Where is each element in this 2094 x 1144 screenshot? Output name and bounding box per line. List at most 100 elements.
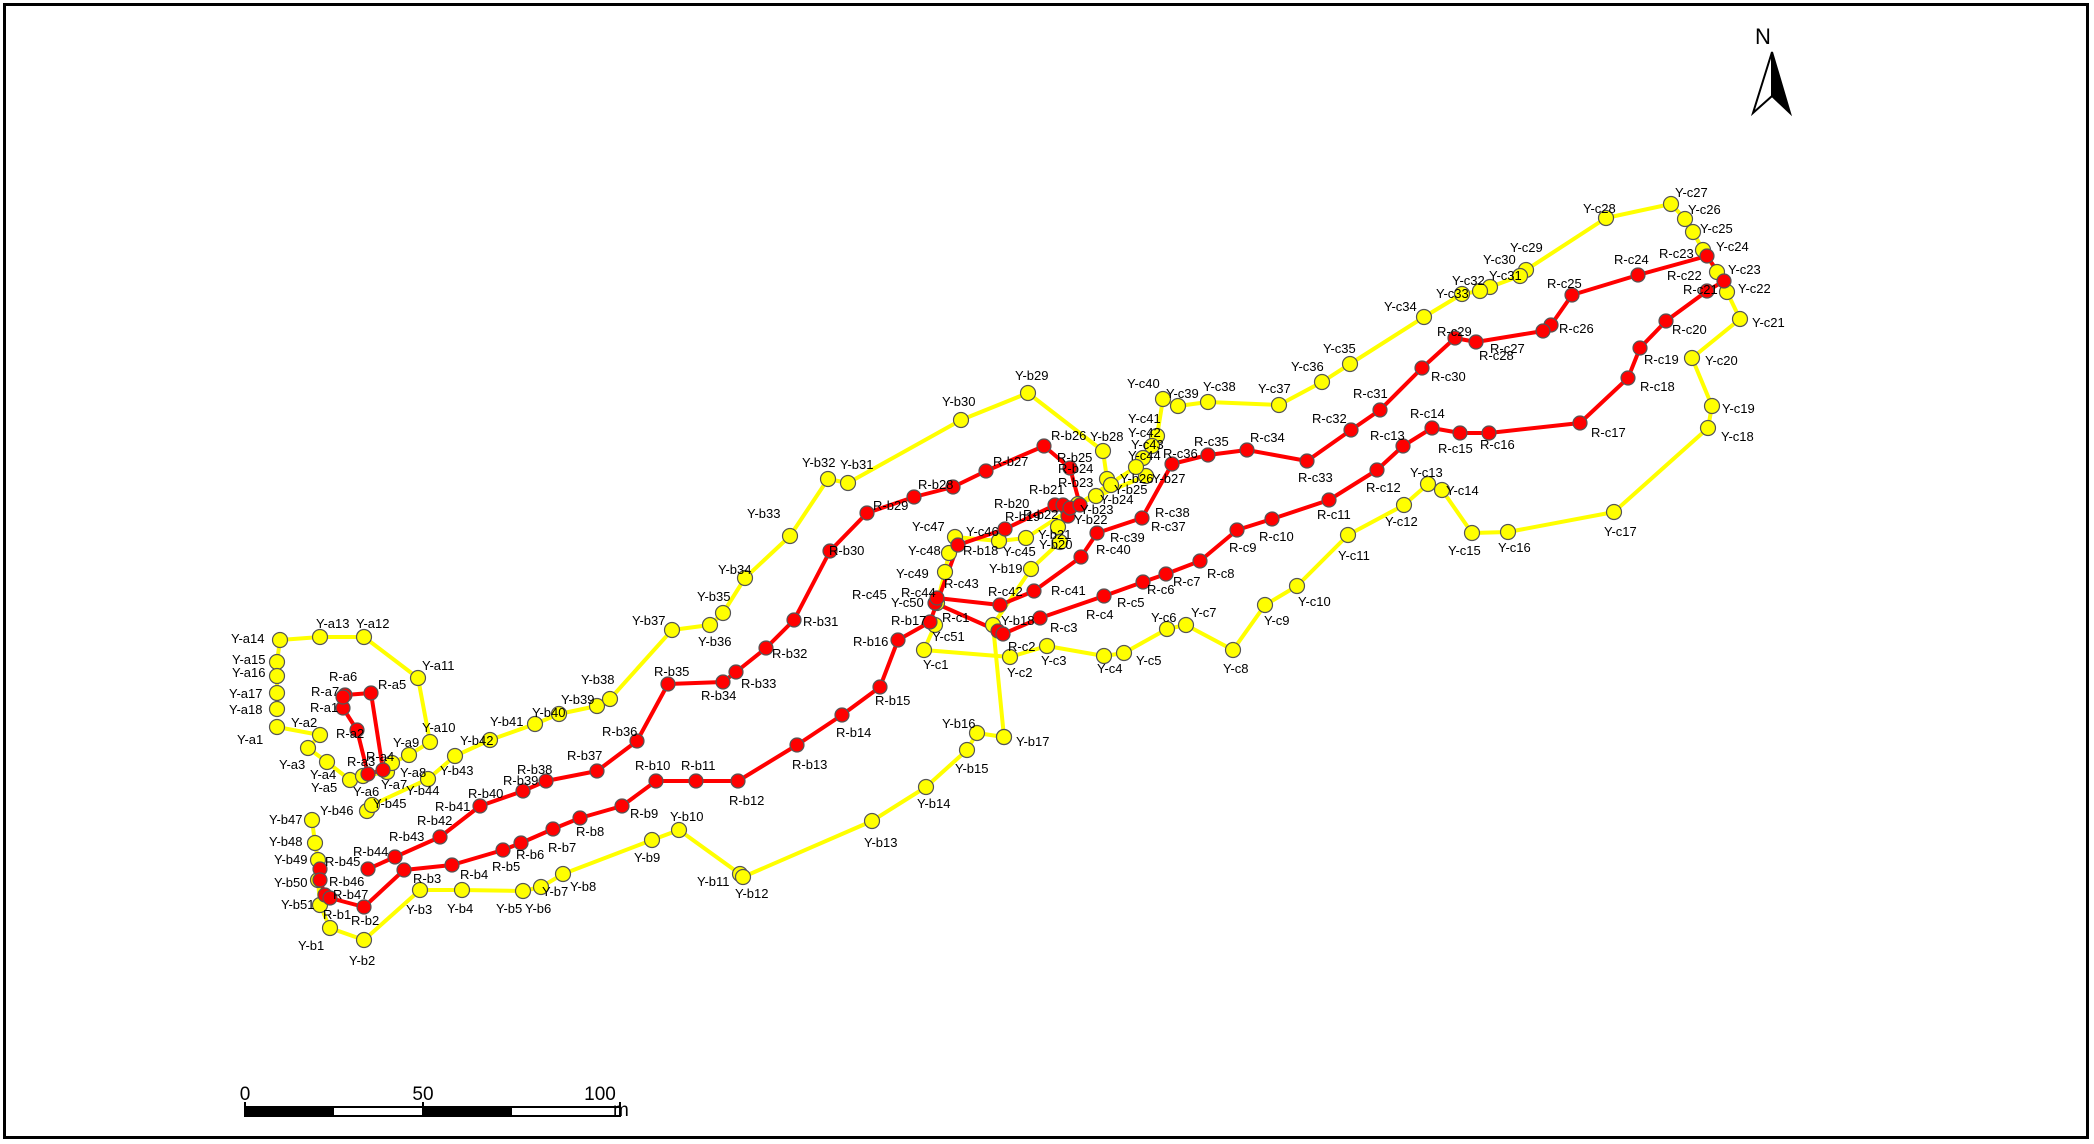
survey-point-r-c2[interactable]: [995, 626, 1011, 642]
survey-point-y-a14[interactable]: [271, 631, 289, 649]
survey-point-y-c6[interactable]: [1158, 620, 1176, 638]
survey-point-y-c34[interactable]: [1415, 308, 1433, 326]
survey-point-r-b29[interactable]: [906, 489, 922, 505]
survey-point-r-c7[interactable]: [1192, 553, 1208, 569]
survey-point-y-b40[interactable]: [550, 705, 568, 723]
survey-point-y-a9[interactable]: [400, 746, 418, 764]
survey-point-r-c33[interactable]: [1239, 442, 1255, 458]
survey-point-r-b19[interactable]: [997, 521, 1013, 537]
survey-point-r-a2[interactable]: [349, 722, 365, 738]
survey-point-y-b30[interactable]: [952, 411, 970, 429]
survey-point-y-b16[interactable]: [968, 724, 986, 742]
survey-point-r-b31[interactable]: [822, 543, 838, 559]
survey-point-y-b38[interactable]: [601, 690, 619, 708]
survey-point-r-c24[interactable]: [1564, 287, 1580, 303]
survey-point-y-c45[interactable]: [1017, 529, 1035, 547]
survey-point-y-c38[interactable]: [1199, 393, 1217, 411]
survey-point-r-b34[interactable]: [728, 664, 744, 680]
survey-point-y-b17b[interactable]: [995, 728, 1013, 746]
survey-point-r-c35[interactable]: [1164, 456, 1180, 472]
survey-point-y-c2[interactable]: [1001, 648, 1019, 666]
survey-point-y-c11[interactable]: [1339, 526, 1357, 544]
survey-point-r-c16[interactable]: [1572, 415, 1588, 431]
survey-point-y-b9[interactable]: [643, 831, 661, 849]
survey-point-y-c26[interactable]: [1676, 210, 1694, 228]
survey-point-y-b10[interactable]: [670, 821, 688, 839]
survey-point-r-b30[interactable]: [859, 505, 875, 521]
survey-point-y-b24[interactable]: [1087, 487, 1105, 505]
survey-point-r-a4[interactable]: [375, 762, 391, 778]
survey-point-y-b3[interactable]: [411, 881, 429, 899]
survey-point-y-b29[interactable]: [1019, 384, 1037, 402]
survey-point-y-b19[interactable]: [1022, 560, 1040, 578]
survey-point-y-b15[interactable]: [958, 741, 976, 759]
survey-point-y-c44[interactable]: [1127, 458, 1145, 476]
survey-point-y-c39[interactable]: [1169, 397, 1187, 415]
survey-point-r-c9[interactable]: [1264, 511, 1280, 527]
survey-point-r-b33[interactable]: [758, 640, 774, 656]
survey-point-y-b47[interactable]: [303, 811, 321, 829]
survey-point-y-c33[interactable]: [1453, 285, 1471, 303]
survey-point-y-c15[interactable]: [1463, 524, 1481, 542]
survey-point-y-c18[interactable]: [1699, 419, 1717, 437]
survey-point-y-b44[interactable]: [419, 770, 437, 788]
survey-point-r-b32[interactable]: [786, 612, 802, 628]
survey-point-r-b27[interactable]: [978, 463, 994, 479]
survey-point-y-c13[interactable]: [1419, 475, 1437, 493]
survey-point-y-b20[interactable]: [1051, 533, 1069, 551]
survey-point-r-b39[interactable]: [538, 773, 554, 789]
survey-point-y-b4[interactable]: [453, 881, 471, 899]
survey-point-r-c8[interactable]: [1229, 522, 1245, 538]
survey-point-y-c42[interactable]: [1143, 437, 1161, 455]
survey-point-y-b28[interactable]: [1094, 442, 1112, 460]
survey-point-r-b2[interactable]: [356, 899, 372, 915]
survey-point-y-a11[interactable]: [409, 669, 427, 687]
survey-point-r-b1[interactable]: [322, 890, 338, 906]
survey-point-y-c12[interactable]: [1395, 496, 1413, 514]
survey-point-r-c17[interactable]: [1620, 370, 1636, 386]
survey-point-y-c49[interactable]: [936, 563, 954, 581]
survey-point-y-c35[interactable]: [1341, 355, 1359, 373]
survey-point-y-b25[interactable]: [1102, 476, 1120, 494]
survey-point-r-c41[interactable]: [929, 590, 945, 606]
survey-point-r-b40[interactable]: [515, 783, 531, 799]
survey-point-r-c6[interactable]: [1158, 566, 1174, 582]
survey-point-y-c5[interactable]: [1115, 644, 1133, 662]
survey-point-r-b38[interactable]: [589, 763, 605, 779]
survey-point-y-c21[interactable]: [1731, 310, 1749, 328]
survey-point-y-b27[interactable]: [1137, 467, 1155, 485]
survey-point-y-c30[interactable]: [1511, 267, 1529, 285]
survey-point-y-a16[interactable]: [268, 667, 286, 685]
survey-point-r-b13[interactable]: [789, 737, 805, 753]
survey-point-r-c27[interactable]: [1468, 334, 1484, 350]
survey-point-y-a1[interactable]: [268, 718, 286, 736]
survey-point-y-a12[interactable]: [355, 628, 373, 646]
survey-point-r-b18[interactable]: [950, 537, 966, 553]
survey-point-r-c15[interactable]: [1481, 425, 1497, 441]
survey-point-y-b45[interactable]: [363, 796, 381, 814]
survey-point-r-b25[interactable]: [1062, 460, 1078, 476]
survey-point-r-c28[interactable]: [1447, 330, 1463, 346]
survey-point-y-b34[interactable]: [736, 569, 754, 587]
survey-point-y-c1[interactable]: [915, 641, 933, 659]
survey-point-y-c37[interactable]: [1270, 396, 1288, 414]
survey-point-y-b1[interactable]: [321, 919, 339, 937]
survey-point-y-c28[interactable]: [1597, 209, 1615, 227]
survey-point-r-c26[interactable]: [1535, 323, 1551, 339]
survey-point-y-a17[interactable]: [268, 684, 286, 702]
survey-point-y-b35[interactable]: [714, 604, 732, 622]
survey-point-r-b36[interactable]: [660, 676, 676, 692]
survey-point-r-b35[interactable]: [715, 674, 731, 690]
survey-point-r-b11[interactable]: [688, 773, 704, 789]
survey-point-r-c14[interactable]: [1452, 425, 1468, 441]
survey-point-r-c18[interactable]: [1632, 340, 1648, 356]
survey-point-r-b3[interactable]: [396, 862, 412, 878]
survey-point-r-c21[interactable]: [1716, 273, 1732, 289]
survey-point-y-c25[interactable]: [1684, 223, 1702, 241]
survey-point-y-c16[interactable]: [1499, 523, 1517, 541]
survey-point-r-b26[interactable]: [1036, 438, 1052, 454]
survey-point-r-c38[interactable]: [1073, 549, 1089, 565]
survey-point-y-a10[interactable]: [421, 733, 439, 751]
survey-point-r-b7[interactable]: [545, 821, 561, 837]
survey-point-r-c32[interactable]: [1299, 453, 1315, 469]
